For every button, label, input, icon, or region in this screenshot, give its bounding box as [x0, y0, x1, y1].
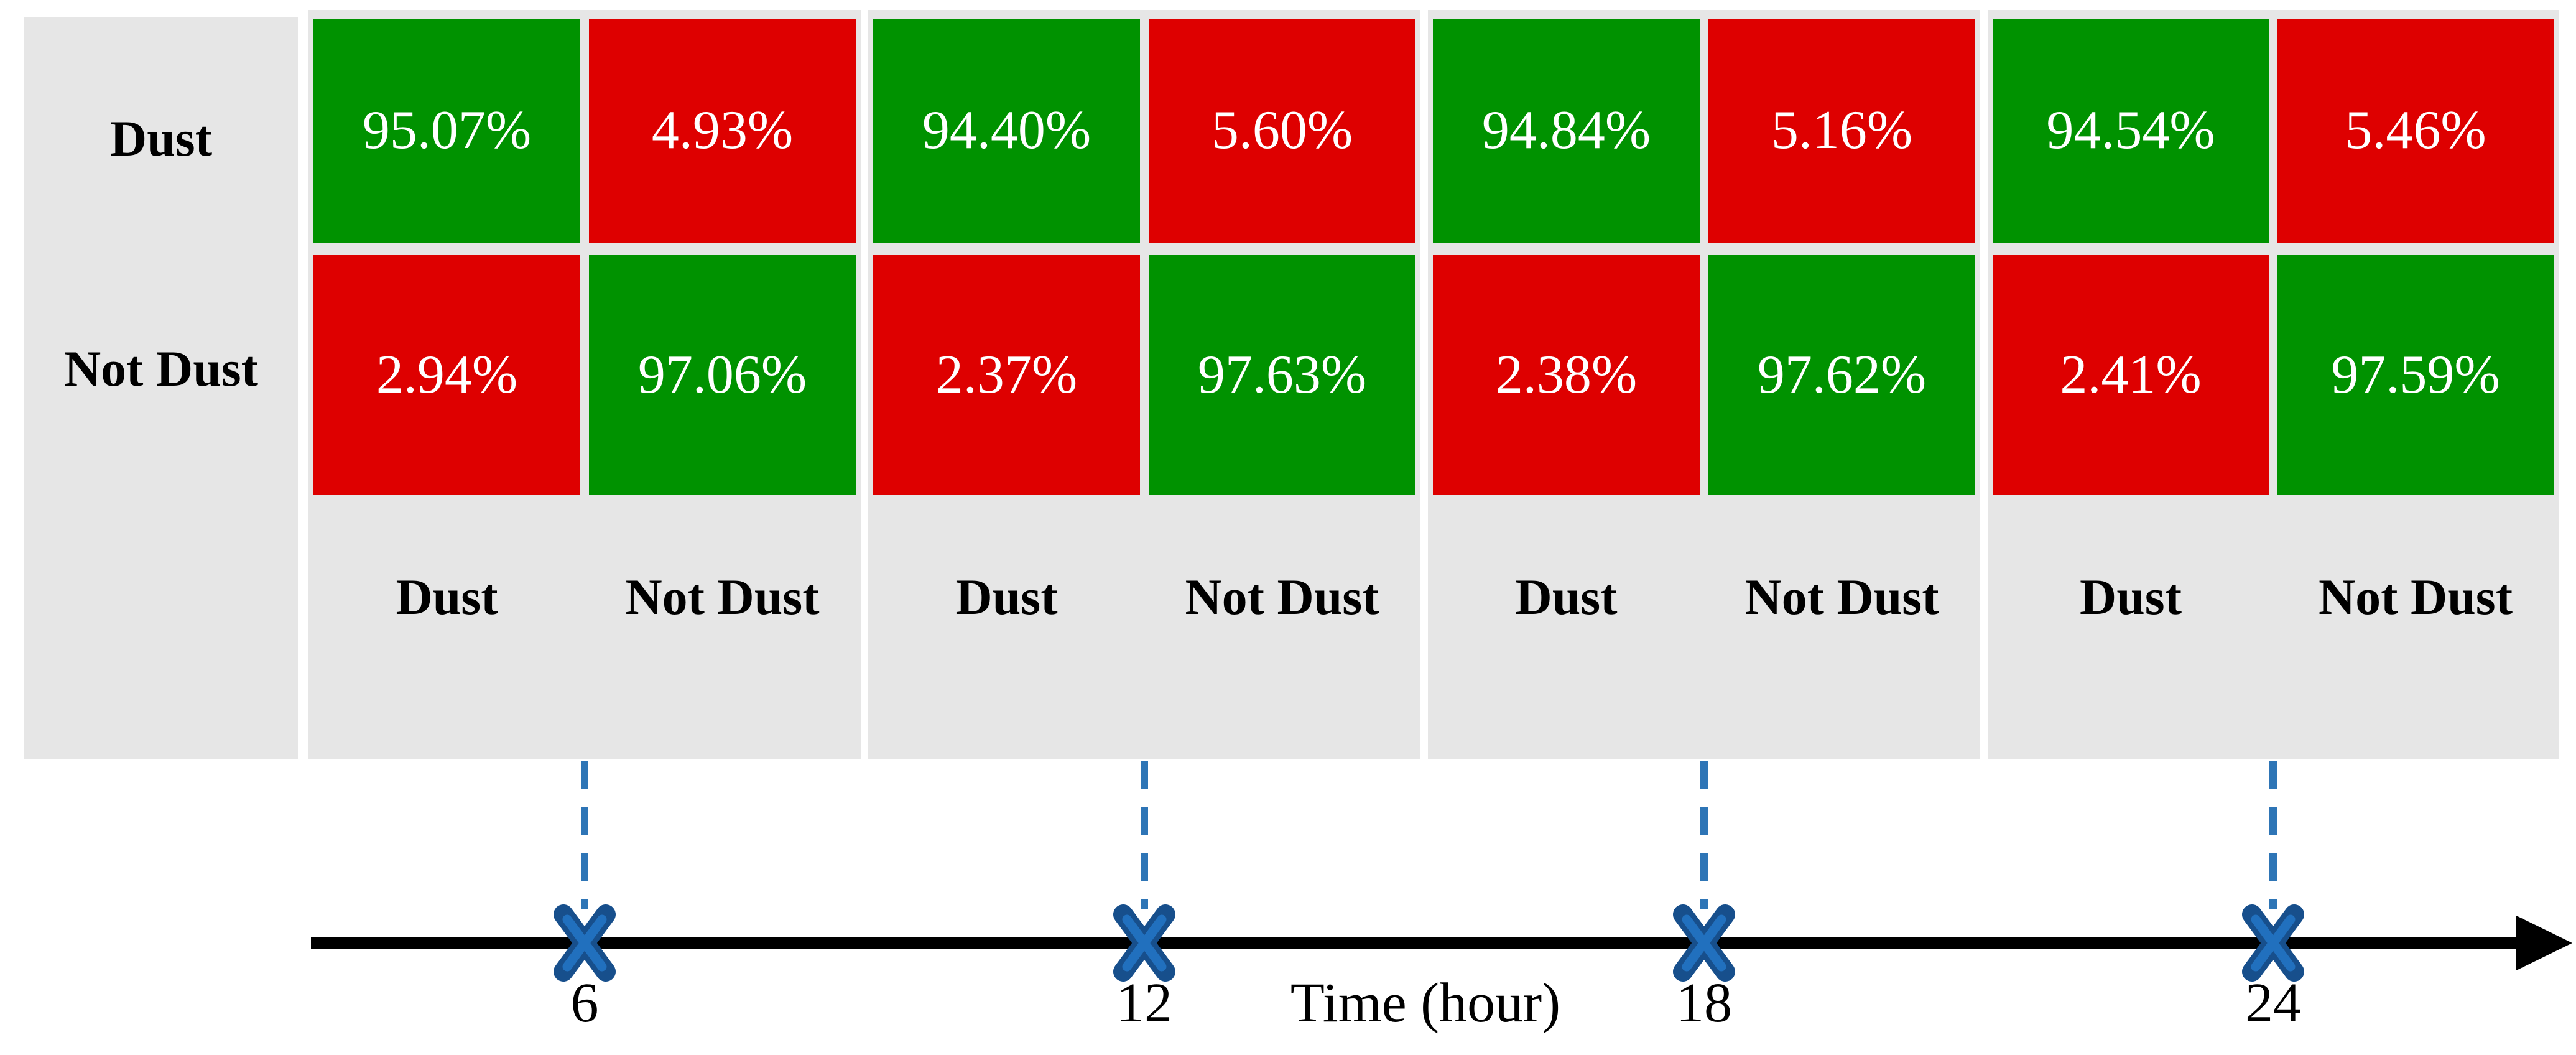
timeline-tick-label: 24 [2245, 972, 2301, 1034]
matrix-cell-incorrect: 4.93% [589, 19, 856, 243]
column-label-not-dust: Not Dust [1744, 569, 1939, 625]
confusion-matrix-panel: 95.07% 4.93% 2.94% 97.06% Dust Not Dust [308, 10, 861, 759]
matrix-cell-correct: 94.54% [1993, 19, 2269, 243]
timeline-tick-label: 6 [570, 972, 599, 1034]
matrix-cell-correct: 97.59% [2277, 255, 2554, 495]
column-label-not-dust: Not Dust [625, 569, 820, 625]
confusion-matrix-panel: 94.84% 5.16% 2.38% 97.62% Dust Not Dust [1428, 10, 1980, 759]
x-marker [554, 904, 616, 982]
matrix-cell-incorrect: 2.37% [873, 255, 1140, 495]
x-marker-highlight [562, 914, 607, 972]
matrix-cell-correct: 97.63% [1149, 255, 1415, 495]
matrix-cell-correct: 94.40% [873, 19, 1140, 243]
x-marker-highlight [2251, 914, 2296, 972]
column-label-dust: Dust [2079, 569, 2182, 625]
confusion-matrix-panel: 94.40% 5.60% 2.37% 97.63% Dust Not Dust [868, 10, 1420, 759]
column-label-dust: Dust [955, 569, 1058, 625]
column-label-dust: Dust [1515, 569, 1618, 625]
column-label-dust: Dust [396, 569, 498, 625]
column-label-not-dust: Not Dust [1185, 569, 1379, 625]
x-marker-highlight [1682, 914, 1726, 972]
x-marker-highlight [562, 914, 607, 972]
x-marker [554, 904, 616, 982]
row-labels-panel: Dust Not Dust [24, 17, 298, 759]
x-marker-highlight [1122, 914, 1167, 972]
matrix-cell-incorrect: 2.38% [1433, 255, 1700, 495]
matrix-cell-incorrect: 2.94% [313, 255, 580, 495]
x-marker [2242, 904, 2304, 982]
column-label-not-dust: Not Dust [2318, 569, 2513, 625]
time-axis-label: Time (hour) [1290, 972, 1561, 1034]
timeline-tick-label: 12 [1116, 972, 1172, 1034]
matrix-cell-incorrect: 5.46% [2277, 19, 2554, 243]
matrix-cell-incorrect: 5.16% [1708, 19, 1975, 243]
confusion-matrix-panel: 94.54% 5.46% 2.41% 97.59% Dust Not Dust [1988, 10, 2559, 759]
matrix-cell-incorrect: 5.60% [1149, 19, 1415, 243]
row-label-not-dust: Not Dust [63, 340, 259, 397]
x-marker-highlight [1122, 914, 1167, 972]
x-marker [1113, 904, 1175, 982]
x-marker [2242, 904, 2304, 982]
row-label-dust: Dust [109, 110, 213, 167]
matrix-cell-correct: 95.07% [313, 19, 580, 243]
x-marker [1673, 904, 1735, 982]
timeline-tick-label: 18 [1676, 972, 1732, 1034]
x-marker [1673, 904, 1735, 982]
matrix-cell-correct: 97.62% [1708, 255, 1975, 495]
matrix-cell-correct: 97.06% [589, 255, 856, 495]
x-marker-highlight [1682, 914, 1726, 972]
x-marker-highlight [2251, 914, 2296, 972]
matrix-cell-correct: 94.84% [1433, 19, 1700, 243]
timeline-arrowhead [2516, 916, 2572, 970]
matrix-cell-incorrect: 2.41% [1993, 255, 2269, 495]
x-marker [1113, 904, 1175, 982]
